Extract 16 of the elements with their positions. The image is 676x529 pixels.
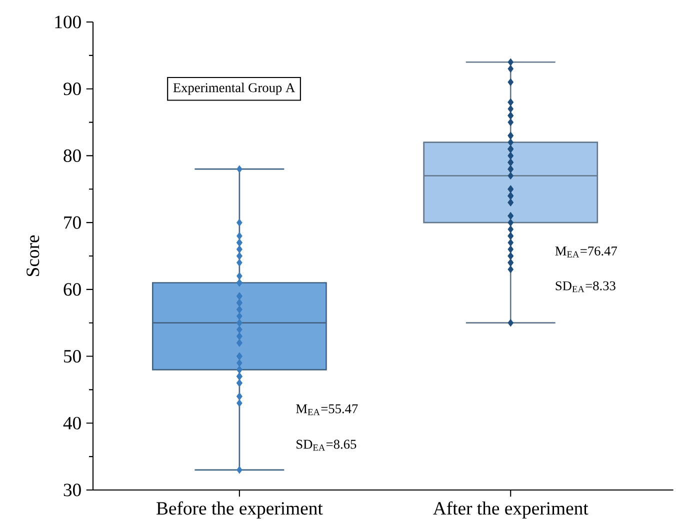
- y-tick-label: 70: [64, 216, 81, 229]
- x-tick-label: After the experiment: [433, 501, 588, 518]
- annotation: M$_{EA}$=55.47: [296, 404, 358, 416]
- y-axis-title: Score: [26, 235, 40, 276]
- y-tick-label: 50: [64, 350, 81, 363]
- y-tick-label: 30: [64, 484, 81, 496]
- annotation: M$_{EA}$=76.47: [555, 246, 618, 258]
- annotation: SD$_{EA}$=8.65: [296, 440, 356, 451]
- annotation: SD$_{EA}$=8.33: [556, 281, 616, 292]
- y-tick-label: 90: [64, 82, 81, 96]
- x-tick-label: Before the experiment: [156, 501, 323, 518]
- y-tick-label: 100: [55, 16, 81, 28]
- y-tick-label: 60: [64, 283, 81, 296]
- y-tick-label: 40: [63, 416, 81, 430]
- annotation: Experimental Group A: [173, 82, 296, 95]
- y-tick-label: 80: [64, 149, 81, 162]
